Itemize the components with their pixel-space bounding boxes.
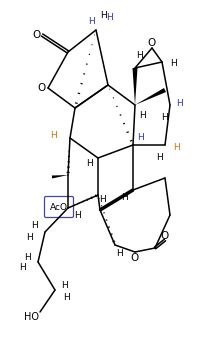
- Polygon shape: [52, 175, 68, 178]
- Text: O: O: [148, 38, 156, 48]
- Text: H: H: [32, 221, 38, 231]
- Text: H: H: [89, 17, 95, 25]
- Text: H: H: [174, 143, 180, 151]
- Text: O: O: [131, 253, 139, 263]
- Text: H: H: [87, 159, 93, 168]
- Polygon shape: [135, 88, 166, 105]
- Text: H: H: [27, 234, 33, 242]
- Text: H: H: [20, 264, 26, 272]
- Text: HO: HO: [24, 312, 39, 322]
- Text: H: H: [64, 293, 70, 303]
- Text: H: H: [100, 195, 106, 204]
- Text: H: H: [101, 10, 107, 20]
- Text: H: H: [157, 152, 163, 162]
- Text: H: H: [75, 212, 81, 220]
- Text: H: H: [140, 111, 146, 120]
- Text: H: H: [137, 51, 143, 61]
- Text: H: H: [162, 113, 168, 121]
- FancyBboxPatch shape: [45, 196, 73, 217]
- Text: H: H: [138, 132, 144, 142]
- Text: H: H: [122, 193, 128, 202]
- Polygon shape: [132, 68, 138, 105]
- Text: H: H: [51, 131, 57, 141]
- Text: H: H: [117, 248, 123, 258]
- Text: H: H: [177, 98, 183, 107]
- Text: H: H: [62, 281, 68, 290]
- Text: AcO: AcO: [50, 203, 68, 213]
- Text: O: O: [161, 231, 169, 241]
- Text: O: O: [33, 30, 41, 40]
- Text: H: H: [25, 252, 31, 262]
- Text: H: H: [171, 59, 177, 69]
- Text: H: H: [107, 14, 113, 23]
- Text: O: O: [38, 83, 46, 93]
